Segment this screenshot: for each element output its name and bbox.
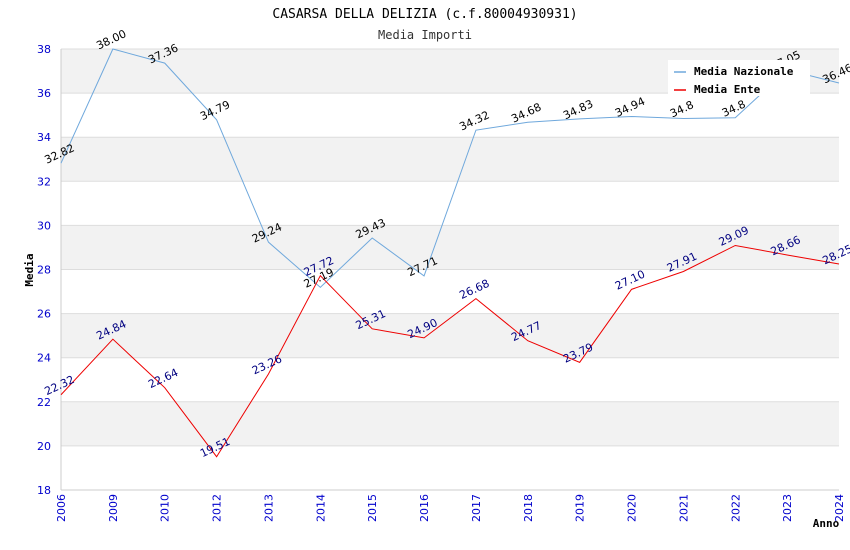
series-line-ente	[60, 244, 840, 458]
legend-label-ente: Media Ente	[694, 83, 761, 96]
chart-subtitle: Media Importi	[378, 28, 472, 42]
x-tick-label: 2019	[574, 494, 587, 522]
chart-title: CASARSA DELLA DELIZIA (c.f.80004930931)	[272, 7, 577, 22]
y-tick-label: 32	[37, 175, 51, 188]
x-tick-label: 2010	[159, 494, 172, 522]
plot-band	[61, 401, 839, 446]
legend-label-nazionale: Media Nazionale	[694, 65, 794, 78]
series-line-nazionale	[60, 48, 840, 289]
y-tick-labels: 18 20 22 24 26 28 30 32 34 36 38	[37, 43, 51, 497]
x-tick-label: 2013	[262, 494, 275, 522]
plot-band	[61, 93, 839, 138]
y-tick-label: 28	[37, 264, 51, 277]
x-tick-label: 2022	[729, 494, 742, 522]
plot-bands	[61, 49, 839, 490]
y-tick-label: 24	[37, 352, 51, 365]
y-tick-label: 36	[37, 87, 51, 100]
plot-band	[61, 445, 839, 490]
legend: Media Nazionale Media Ente	[668, 60, 810, 96]
axes	[60, 49, 839, 491]
y-tick-label: 30	[37, 219, 51, 232]
plot-band	[61, 137, 839, 182]
x-tick-label: 2023	[781, 494, 794, 522]
x-tick-label: 2006	[55, 494, 68, 522]
y-tick-label: 38	[37, 43, 51, 56]
plot-band	[61, 269, 839, 314]
y-tick-label: 22	[37, 396, 51, 409]
x-tick-labels: 2006 2009 2010 2012 2013 2014 2015 2016 2017 2018…	[55, 494, 846, 522]
x-tick-label: 2014	[314, 494, 327, 522]
x-axis-title: Anno	[813, 517, 840, 530]
x-tick-label: 2012	[211, 494, 224, 522]
y-tick-label: 20	[37, 440, 51, 453]
plot-band	[61, 357, 839, 402]
x-tick-label: 2020	[626, 494, 639, 522]
x-tick-label: 2021	[677, 494, 690, 522]
x-tick-label: 2017	[470, 494, 483, 522]
plot-band	[61, 313, 839, 358]
y-tick-label: 18	[37, 484, 51, 497]
y-axis-title: Media	[23, 253, 36, 286]
series-lines	[60, 48, 840, 458]
x-tick-label: 2009	[107, 494, 120, 522]
plot-band	[61, 225, 839, 270]
x-tick-label: 2024	[833, 494, 846, 522]
y-tick-label: 34	[37, 131, 51, 144]
x-tick-label: 2018	[522, 494, 535, 522]
y-tick-label: 26	[37, 308, 51, 321]
x-tick-label: 2015	[366, 494, 379, 522]
x-tick-label: 2016	[418, 494, 431, 522]
legend-box	[668, 60, 810, 96]
